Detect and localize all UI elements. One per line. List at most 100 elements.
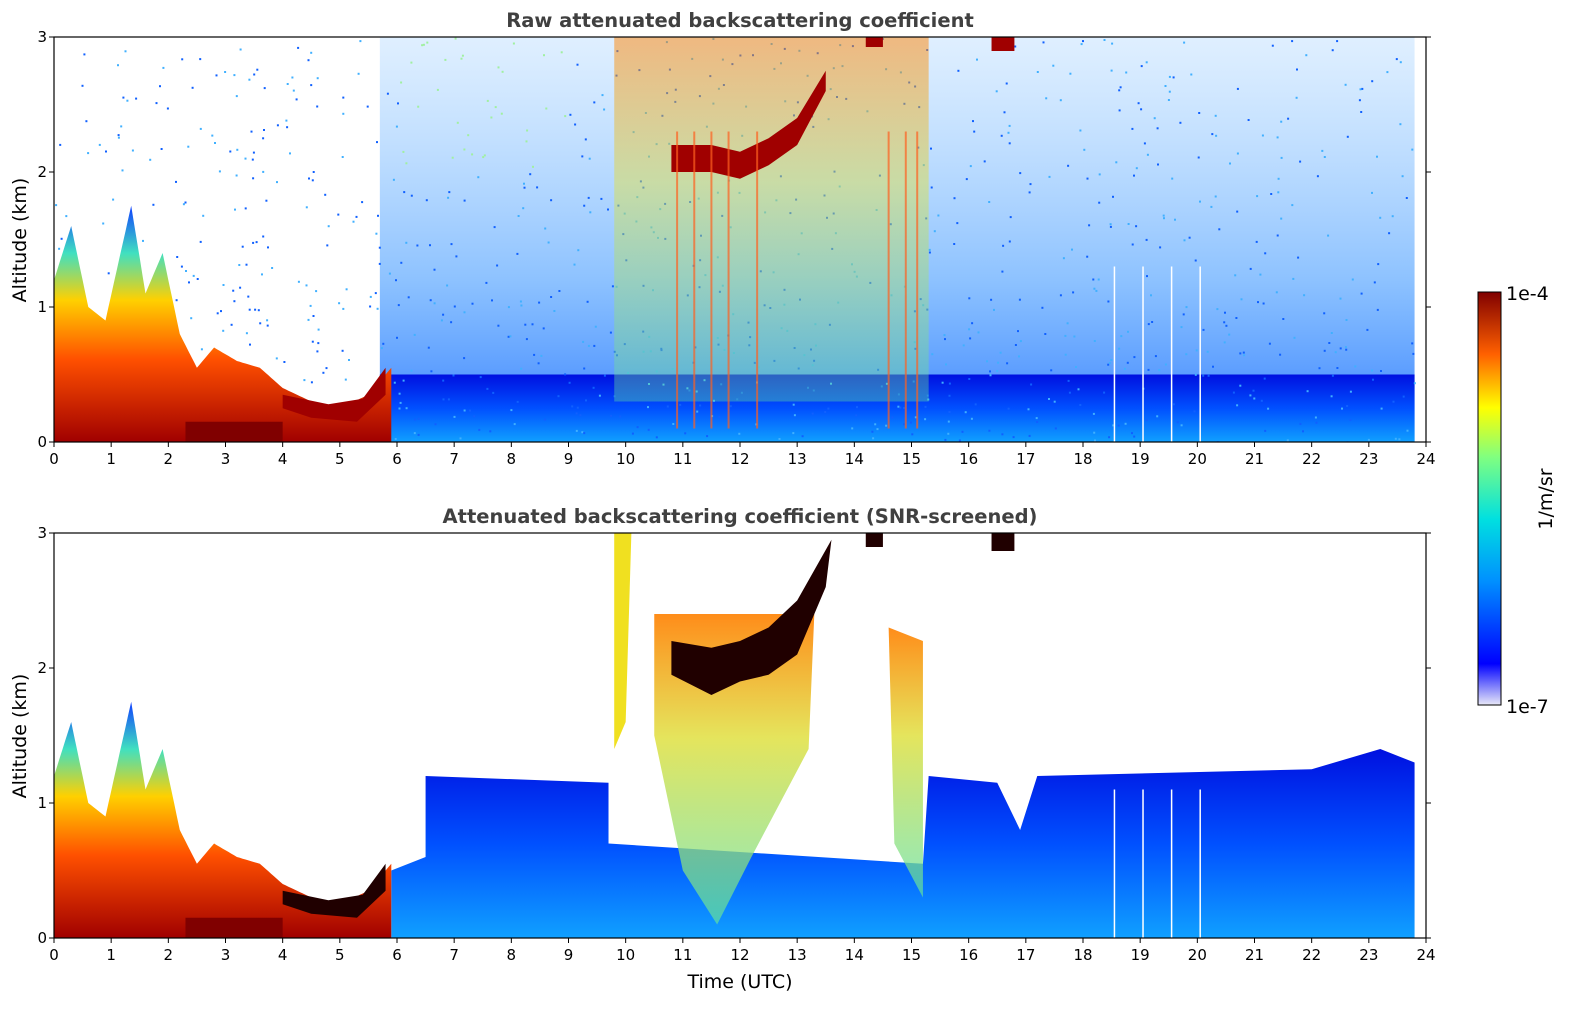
raw-noise-speck (244, 157, 247, 160)
raw-noise-speck (1249, 267, 1252, 270)
raw-noise-speck (1117, 424, 1120, 427)
raw-noise-speck (928, 251, 931, 254)
screened-high-cloud (991, 533, 1015, 551)
raw-noise-speck (586, 300, 589, 303)
raw-noise-speck (581, 431, 584, 434)
raw-noise-speck (1291, 40, 1294, 43)
raw-noise-speck (1079, 404, 1082, 406)
raw-noise-speck (1146, 275, 1148, 278)
raw-noise-speck (1185, 353, 1188, 356)
raw-noise-speck (1215, 134, 1218, 137)
raw-noise-speck (181, 58, 184, 61)
raw-noise-speck (413, 432, 416, 435)
raw-noise-speck (1334, 351, 1337, 354)
raw-noise-speck (568, 381, 571, 384)
raw-noise-speck (1336, 40, 1339, 43)
raw-noise-speck (1118, 89, 1121, 92)
raw-noise-speck (191, 86, 194, 89)
raw-noise-speck (1388, 232, 1391, 235)
raw-noise-speck (1380, 407, 1383, 410)
raw-noise-speck (342, 96, 345, 99)
raw-noise-speck (166, 107, 169, 110)
raw-noise-speck (609, 331, 612, 334)
raw-noise-speck (450, 243, 453, 246)
raw-noise-speck (957, 69, 960, 72)
raw-noise-speck (1007, 131, 1010, 134)
raw-noise-speck (1147, 323, 1150, 326)
raw-noise-speck (1330, 332, 1333, 334)
raw-noise-speck (1303, 294, 1306, 297)
x-tick-label: 19 (1131, 946, 1150, 964)
raw-noise-speck (953, 243, 956, 245)
raw-noise-speck (1223, 321, 1226, 324)
x-tick-label: 6 (392, 450, 402, 468)
raw-noise-speck (160, 148, 163, 150)
raw-noise-speck (199, 58, 202, 61)
raw-noise-speck (493, 226, 496, 229)
raw-noise-speck (1125, 71, 1128, 74)
raw-noise-speck (986, 360, 989, 363)
raw-noise-speck (666, 405, 669, 408)
raw-noise-speck (948, 394, 951, 397)
raw-noise-speck (291, 76, 294, 79)
raw-noise-speck (397, 304, 400, 307)
raw-noise-speck (1263, 377, 1266, 380)
raw-noise-speck (827, 407, 830, 410)
raw-noise-speck (1371, 191, 1373, 194)
raw-noise-speck (990, 298, 993, 301)
raw-noise-speck (1008, 124, 1011, 127)
raw-noise-speck (1218, 228, 1221, 231)
raw-noise-speck (452, 374, 455, 377)
raw-noise-speck (245, 332, 248, 335)
raw-noise-speck (1123, 367, 1126, 370)
x-tick-label: 1 (106, 450, 116, 468)
raw-noise-speck (945, 363, 947, 366)
raw-cloud-curtain (614, 37, 929, 402)
raw-noise-speck (239, 48, 242, 51)
raw-noise-speck (482, 156, 485, 159)
raw-noise-speck (509, 335, 512, 338)
raw-noise-speck (576, 406, 579, 409)
raw-noise-speck (1054, 427, 1057, 430)
raw-noise-speck (1067, 379, 1070, 382)
x-tick-label: 14 (845, 946, 864, 964)
raw-noise-speck (410, 61, 413, 64)
raw-noise-speck (459, 437, 462, 440)
raw-noise-speck (479, 376, 482, 379)
raw-high-cloud (991, 37, 1015, 51)
raw-noise-speck (315, 290, 318, 293)
raw-noise-speck (1287, 117, 1290, 120)
raw-noise-speck (1232, 391, 1235, 394)
raw-noise-speck (1111, 42, 1114, 45)
raw-noise-speck (792, 432, 795, 435)
raw-noise-speck (1107, 363, 1110, 366)
raw-noise-speck (1402, 395, 1405, 398)
raw-noise-speck (1050, 369, 1053, 372)
raw-noise-speck (516, 252, 519, 255)
raw-noise-speck (232, 289, 235, 292)
raw-noise-speck (910, 421, 912, 424)
raw-noise-speck (1174, 218, 1176, 221)
raw-noise-speck (416, 244, 419, 247)
raw-noise-speck (295, 98, 298, 101)
raw-noise-speck (248, 308, 251, 311)
raw-noise-speck (899, 406, 902, 409)
raw-noise-speck (588, 157, 591, 160)
raw-noise-speck (1001, 270, 1004, 273)
x-tick-label: 12 (730, 946, 749, 964)
raw-noise-speck (1080, 43, 1083, 46)
raw-noise-speck (1236, 210, 1239, 213)
raw-noise-speck (436, 88, 439, 91)
raw-noise-speck (1133, 174, 1135, 177)
raw-noise-speck (1314, 416, 1317, 419)
raw-noise-speck (1071, 248, 1073, 251)
raw-noise-speck (182, 203, 185, 206)
screened-boundary-layer-elevated-layer (282, 863, 386, 918)
raw-noise-speck (1346, 135, 1349, 138)
raw-noise-speck (414, 418, 417, 421)
raw-noise-speck (1176, 421, 1179, 424)
raw-noise-speck (322, 371, 325, 374)
raw-noise-speck (175, 299, 178, 302)
colorbar-unit-label: 1/m/sr (1535, 468, 1557, 529)
raw-noise-speck (560, 51, 563, 54)
